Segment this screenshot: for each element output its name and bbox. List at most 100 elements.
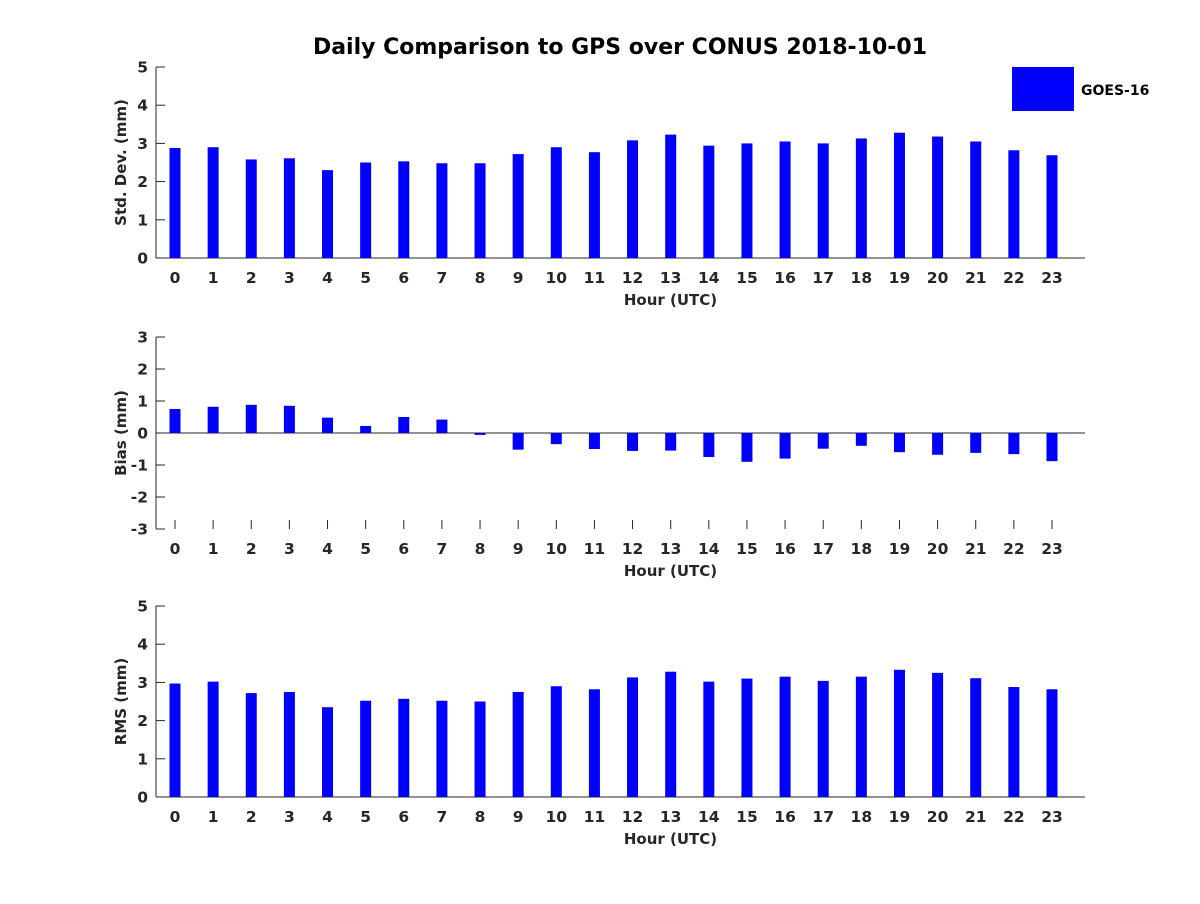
y-tick-label: 5 <box>137 598 148 616</box>
bar-hour-14 <box>703 681 715 797</box>
bar-hour-3 <box>283 405 295 433</box>
bar-hour-14 <box>703 145 715 258</box>
bar-hour-2 <box>245 404 257 433</box>
bar-hour-13 <box>665 671 677 797</box>
bar-hour-0 <box>169 147 181 258</box>
bar-hour-11 <box>588 689 600 797</box>
x-tick-label: 1 <box>208 269 219 287</box>
bar-hour-22 <box>1008 150 1020 258</box>
y-tick-label: 3 <box>137 329 148 347</box>
y-tick-label: 3 <box>137 135 148 153</box>
x-tick-label: 5 <box>360 540 371 558</box>
bar-hour-11 <box>588 433 600 449</box>
bar-hour-4 <box>322 707 334 797</box>
bar-hour-22 <box>1008 433 1020 455</box>
y-tick-label: 4 <box>137 636 148 654</box>
x-tick-label: 17 <box>812 540 834 558</box>
bar-hour-17 <box>817 143 829 258</box>
x-tick-label: 20 <box>927 808 949 826</box>
bar-hour-15 <box>741 433 753 462</box>
x-tick-label: 9 <box>513 269 524 287</box>
x-tick-label: 6 <box>398 808 409 826</box>
y-tick-label: 0 <box>137 789 148 807</box>
x-tick-label: 15 <box>736 540 758 558</box>
x-tick-label: 17 <box>812 808 834 826</box>
y-tick-label: 1 <box>137 750 148 768</box>
y-tick-label: 0 <box>137 425 148 443</box>
x-tick-label: 9 <box>513 540 524 558</box>
bar-hour-21 <box>970 433 982 453</box>
bar-hour-19 <box>893 132 905 258</box>
bar-hour-10 <box>550 686 562 797</box>
x-tick-label: 21 <box>965 540 987 558</box>
y-tick-label: 1 <box>137 211 148 229</box>
x-tick-label: 18 <box>851 808 873 826</box>
bar-hour-20 <box>932 433 944 455</box>
x-tick-label: 11 <box>584 269 606 287</box>
bar-hour-3 <box>283 158 295 258</box>
y-tick-label: -3 <box>131 521 148 539</box>
x-tick-label: 9 <box>513 808 524 826</box>
x-tick-label: 0 <box>170 540 181 558</box>
x-tick-label: 5 <box>360 269 371 287</box>
y-tick-label: 2 <box>137 361 148 379</box>
y-tick-label: 2 <box>137 712 148 730</box>
x-tick-label: 11 <box>584 808 606 826</box>
x-tick-label: 11 <box>584 540 606 558</box>
x-tick-label: 23 <box>1041 808 1063 826</box>
x-tick-label: 2 <box>246 269 257 287</box>
x-tick-label: 1 <box>208 540 219 558</box>
x-tick-label: 3 <box>284 269 295 287</box>
x-tick-label: 14 <box>698 808 720 826</box>
x-tick-label: 3 <box>284 540 295 558</box>
bar-hour-15 <box>741 143 753 258</box>
x-tick-label: 15 <box>736 808 758 826</box>
x-tick-label: 20 <box>927 540 949 558</box>
bar-hour-19 <box>893 669 905 797</box>
x-tick-label: 14 <box>698 269 720 287</box>
x-tick-label: 12 <box>622 540 644 558</box>
bar-hour-5 <box>360 425 372 433</box>
y-tick-label: 2 <box>137 173 148 191</box>
x-tick-label: 8 <box>475 269 486 287</box>
bar-hour-3 <box>283 691 295 797</box>
y-axis-label: Std. Dev. (mm) <box>112 99 130 226</box>
x-tick-label: 7 <box>437 269 448 287</box>
y-tick-label: -1 <box>131 457 148 475</box>
x-tick-label: 14 <box>698 540 720 558</box>
x-tick-label: 19 <box>889 808 911 826</box>
x-tick-label: 1 <box>208 808 219 826</box>
x-tick-label: 4 <box>322 540 333 558</box>
x-tick-label: 22 <box>1003 540 1025 558</box>
bar-hour-16 <box>779 676 791 797</box>
x-tick-label: 10 <box>546 540 568 558</box>
bar-hour-6 <box>398 698 410 797</box>
x-tick-label: 23 <box>1041 540 1063 558</box>
bar-hour-16 <box>779 141 791 258</box>
bar-hour-23 <box>1046 155 1058 258</box>
bar-hour-23 <box>1046 433 1058 462</box>
x-tick-label: 2 <box>246 808 257 826</box>
bar-hour-0 <box>169 409 181 433</box>
bar-hour-17 <box>817 433 829 449</box>
bar-hour-5 <box>360 162 372 258</box>
bar-hour-2 <box>245 159 257 258</box>
bar-hour-7 <box>436 163 448 258</box>
x-tick-label: 8 <box>475 540 486 558</box>
x-tick-label: 22 <box>1003 269 1025 287</box>
x-tick-label: 23 <box>1041 269 1063 287</box>
x-tick-label: 0 <box>170 269 181 287</box>
y-tick-label: 0 <box>137 250 148 268</box>
bar-hour-10 <box>550 147 562 258</box>
x-tick-label: 16 <box>774 540 796 558</box>
x-tick-label: 7 <box>437 540 448 558</box>
y-tick-label: 5 <box>137 59 148 77</box>
bar-hour-17 <box>817 680 829 797</box>
bar-hour-8 <box>474 701 486 797</box>
y-axis-label: RMS (mm) <box>112 658 130 745</box>
bar-hour-9 <box>512 433 524 450</box>
